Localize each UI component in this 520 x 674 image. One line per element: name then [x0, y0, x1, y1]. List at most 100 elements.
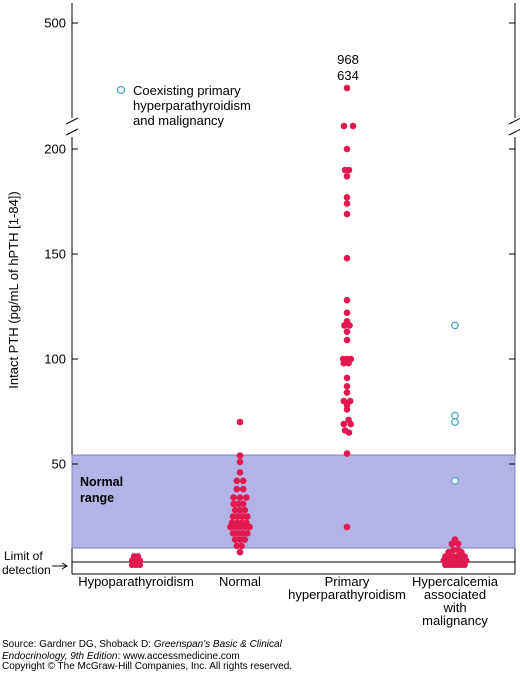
data-point-2-11 [341, 322, 348, 329]
data-point-3-2 [454, 540, 462, 548]
data-point-1-15 [236, 506, 244, 514]
y-tick-label-100: 100 [44, 352, 66, 367]
y-tick-label-500: 500 [44, 16, 66, 31]
data-point-1-14 [231, 506, 239, 514]
data-point-2-18 [340, 359, 348, 367]
data-point-1-3 [236, 469, 244, 476]
data-point-4-2 [451, 418, 459, 426]
source-title: Greenspan's Basic & Clinical [153, 639, 282, 650]
data-point-2-4 [343, 194, 351, 201]
data-point-1-13 [239, 500, 247, 508]
data-point-above-break-2 [349, 122, 357, 130]
data-point-1-27 [236, 523, 244, 531]
y-tick-label-200: 200 [44, 142, 66, 157]
data-point-1-39 [236, 548, 244, 556]
category-label-2-line-1: hyperparathyroidism [288, 587, 406, 602]
data-point-968-634 [343, 84, 351, 92]
data-point-3-1 [448, 540, 456, 548]
above-break-value-968: 968 [337, 52, 359, 67]
data-point-3-27 [461, 561, 468, 569]
data-point-1-20 [244, 513, 251, 520]
y-axis-label: Intact PTH (pg/mL of hPTH [1-84]) [6, 191, 21, 388]
data-point-2-2 [343, 145, 351, 153]
category-label-1-line-0: Normal [219, 574, 261, 589]
category-label-0-line-0: Hypoparathyroidism [78, 574, 194, 589]
data-point-1-9 [236, 494, 244, 501]
data-point-1-6 [233, 485, 241, 493]
legend-label-line2: hyperparathyroidism [133, 98, 251, 113]
category-label-3-line-0: Hypercalcemia [412, 574, 499, 589]
category-label-3-line-1: associated [424, 587, 486, 602]
category-label-3-line-2: with [442, 600, 466, 615]
y-tick-label-50: 50 [52, 457, 66, 472]
data-point-2-9 [343, 309, 351, 317]
data-point-0-7 [134, 553, 142, 560]
data-point-2-28 [340, 420, 348, 428]
normal-range-band [71, 454, 516, 549]
category-label-3-line-3: malignancy [422, 613, 488, 628]
data-point-1-7 [239, 485, 247, 493]
data-point-3-4 [450, 546, 457, 554]
axis-break-left [65, 117, 79, 136]
data-point-2-7 [343, 254, 351, 262]
data-point-1-31 [234, 530, 242, 537]
data-point-1-1 [236, 452, 244, 459]
data-point-2-21 [343, 383, 351, 390]
data-point-2-19 [345, 359, 352, 367]
data-point-2-20 [343, 374, 351, 382]
data-point-4-0 [451, 321, 459, 330]
data-point-2-3 [343, 173, 351, 180]
data-point-1-34 [231, 536, 239, 543]
data-point-2-26 [343, 406, 351, 413]
data-point-2-31 [345, 429, 353, 436]
data-point-1-0 [236, 418, 244, 426]
legend-open-circle-marker [116, 85, 126, 95]
data-point-above-break-1 [340, 122, 348, 130]
data-point-1-37 [233, 542, 241, 550]
normal-range-label-line2: range [80, 491, 114, 505]
data-point-2-32 [343, 450, 351, 457]
data-point-1-32 [239, 530, 246, 537]
data-point-4-3 [451, 476, 459, 485]
source-suffix: : www.accessmedicine.com [117, 650, 240, 662]
data-point-1-8 [230, 494, 237, 501]
legend-label-line1: Coexisting primary [133, 83, 241, 98]
source-title-2: Endocrinology, 9th Edition [2, 650, 118, 662]
data-point-2-1 [345, 166, 353, 174]
data-point-1-26 [231, 523, 239, 531]
data-point-2-13 [343, 328, 351, 336]
data-point-1-36 [241, 536, 249, 543]
category-label-2-line-0: Primary [325, 574, 370, 589]
data-point-1-2 [236, 458, 244, 466]
data-point-1-38 [238, 542, 245, 550]
normal-range-label-line1: Normal [80, 475, 123, 489]
data-point-1-16 [241, 506, 249, 514]
data-point-2-6 [343, 210, 351, 218]
limit-of-detection-label-line1: Limit of [4, 549, 43, 563]
legend-label-line3: and malignancy [133, 113, 225, 128]
above-break-value-634: 634 [337, 68, 359, 83]
data-point-1-33 [244, 530, 251, 537]
limit-of-detection-label-line2: detection [2, 563, 51, 577]
data-point-1-30 [229, 530, 237, 537]
data-point-1-19 [239, 513, 246, 520]
source-prefix: Source: Gardner DG, Shoback D: [2, 639, 154, 650]
data-point-2-22 [343, 389, 351, 396]
data-point-1-17 [229, 513, 237, 520]
limit-of-detection-arrow [52, 562, 68, 570]
data-point-1-18 [234, 513, 242, 520]
data-point-2-12 [346, 322, 353, 329]
source-citation: Source: Gardner DG, Shoback D: Greenspan… [2, 639, 282, 662]
pth-scatter-chart: Normal range Limit of detection Intact P… [2, 3, 520, 628]
data-point-4-1 [451, 411, 459, 420]
data-point-1-12 [235, 500, 242, 508]
data-point-1-11 [230, 500, 237, 508]
data-point-1-28 [241, 523, 249, 531]
data-point-2-33 [343, 523, 351, 531]
data-point-1-35 [236, 536, 244, 543]
data-point-1-10 [243, 494, 250, 501]
y-tick-label-150: 150 [44, 247, 66, 262]
copyright-notice: Copyright © The McGraw-Hill Companies, I… [2, 661, 293, 672]
data-point-1-4 [233, 477, 241, 485]
axis-break-right [508, 117, 520, 136]
